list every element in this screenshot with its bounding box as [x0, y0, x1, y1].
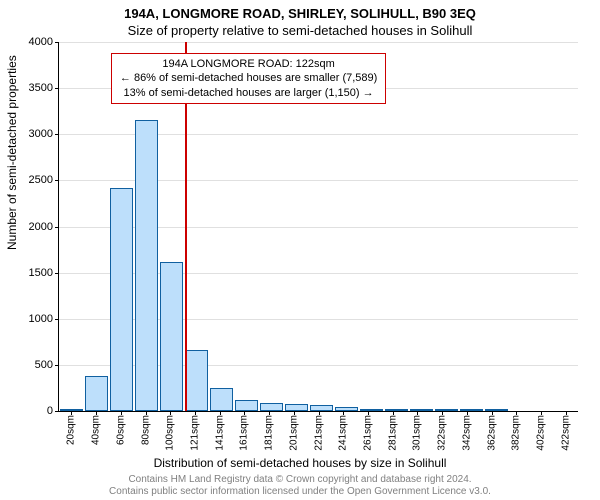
- x-tick: 422sqm: [560, 411, 571, 451]
- bar: [335, 407, 358, 411]
- y-tick: 500: [35, 359, 59, 371]
- x-tick: 221sqm: [313, 411, 324, 451]
- y-tick: 0: [47, 405, 59, 417]
- y-tick: 3500: [29, 82, 59, 94]
- y-tick: 4000: [29, 36, 59, 48]
- x-tick: 181sqm: [264, 411, 275, 451]
- bar: [110, 188, 133, 411]
- bar: [360, 409, 383, 411]
- bar: [385, 409, 408, 411]
- x-tick: 100sqm: [165, 411, 176, 451]
- x-tick: 201sqm: [288, 411, 299, 451]
- footer-line2: Contains public sector information licen…: [0, 486, 600, 498]
- x-tick: 40sqm: [91, 411, 102, 445]
- bar: [160, 262, 183, 411]
- bar: [185, 350, 208, 411]
- bar: [235, 400, 258, 411]
- bar: [410, 409, 433, 411]
- bar: [310, 405, 333, 411]
- x-tick: 382sqm: [511, 411, 522, 451]
- x-axis-label: Distribution of semi-detached houses by …: [0, 456, 600, 470]
- bar: [210, 388, 233, 411]
- y-tick: 1000: [29, 313, 59, 325]
- bar: [485, 409, 508, 411]
- footer: Contains HM Land Registry data © Crown c…: [0, 474, 600, 498]
- x-tick: 362sqm: [486, 411, 497, 451]
- x-tick: 261sqm: [362, 411, 373, 451]
- bar: [285, 404, 308, 411]
- bar: [135, 120, 158, 411]
- x-tick: 342sqm: [461, 411, 472, 451]
- chart-title: Size of property relative to semi-detach…: [0, 21, 600, 38]
- annotation-box: 194A LONGMORE ROAD: 122sqm ← 86% of semi…: [111, 53, 386, 104]
- y-tick: 3000: [29, 128, 59, 140]
- x-tick: 322sqm: [437, 411, 448, 451]
- plot-area: 194A LONGMORE ROAD: 122sqm ← 86% of semi…: [58, 42, 578, 412]
- x-tick: 281sqm: [387, 411, 398, 451]
- x-tick: 80sqm: [140, 411, 151, 445]
- bar: [60, 409, 83, 411]
- super-title: 194A, LONGMORE ROAD, SHIRLEY, SOLIHULL, …: [0, 0, 600, 21]
- x-tick: 141sqm: [214, 411, 225, 451]
- bar: [260, 403, 283, 411]
- x-tick: 241sqm: [338, 411, 349, 451]
- x-tick: 60sqm: [115, 411, 126, 445]
- y-tick: 2500: [29, 174, 59, 186]
- footer-line1: Contains HM Land Registry data © Crown c…: [0, 474, 600, 486]
- bar: [85, 376, 108, 411]
- x-tick: 301sqm: [412, 411, 423, 451]
- plot: 194A LONGMORE ROAD: 122sqm ← 86% of semi…: [58, 42, 578, 412]
- chart-container: 194A, LONGMORE ROAD, SHIRLEY, SOLIHULL, …: [0, 0, 600, 500]
- x-tick: 402sqm: [535, 411, 546, 451]
- x-tick: 121sqm: [189, 411, 200, 451]
- annotation-line2: ← 86% of semi-detached houses are smalle…: [120, 71, 377, 85]
- bar: [460, 409, 483, 411]
- y-tick: 1500: [29, 267, 59, 279]
- bar: [435, 409, 458, 411]
- x-tick: 20sqm: [66, 411, 77, 445]
- x-tick: 161sqm: [239, 411, 250, 451]
- annotation-line3: 13% of semi-detached houses are larger (…: [120, 86, 377, 100]
- annotation-line1: 194A LONGMORE ROAD: 122sqm: [120, 57, 377, 71]
- y-axis-label: Number of semi-detached properties: [5, 55, 19, 250]
- y-tick: 2000: [29, 221, 59, 233]
